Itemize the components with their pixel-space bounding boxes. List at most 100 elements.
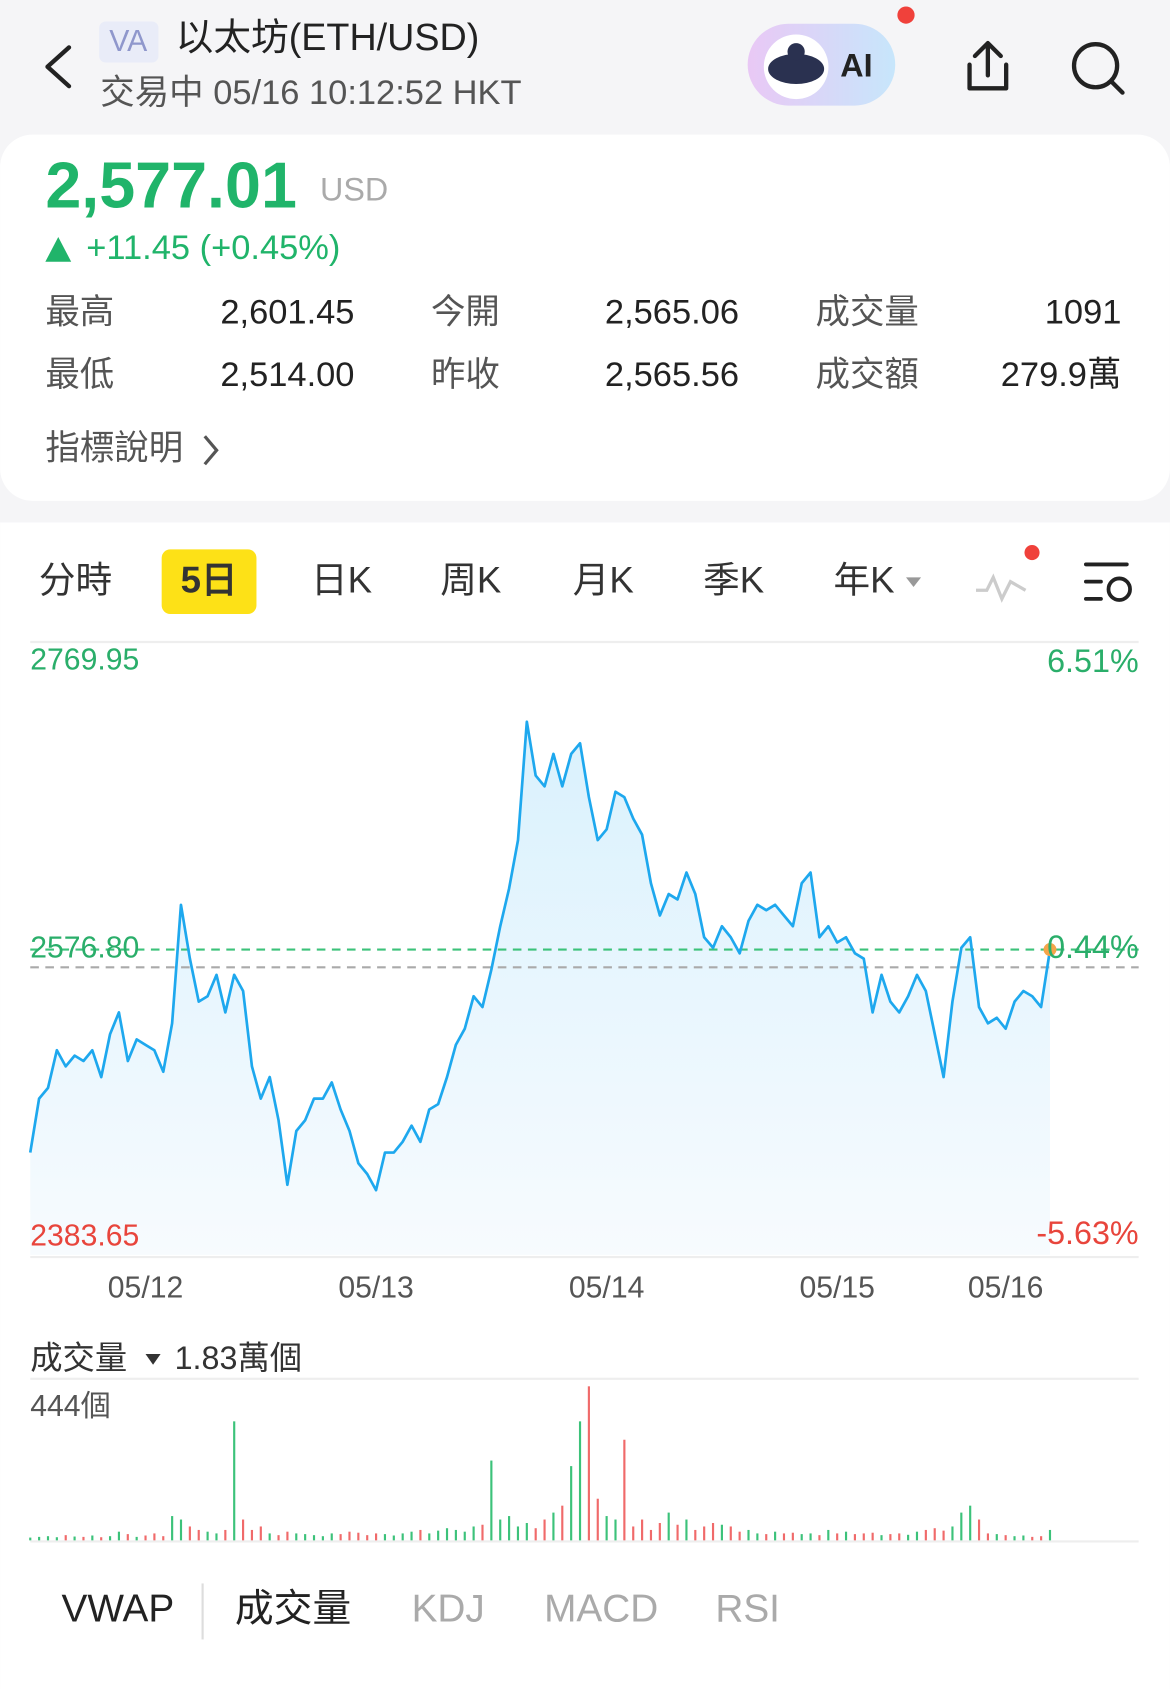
stat-value: 2,514.00 xyxy=(220,356,354,394)
volume-bar xyxy=(250,1529,254,1541)
chart-type-icon[interactable] xyxy=(976,573,1027,603)
indicator-tab[interactable]: RSI xyxy=(715,1588,780,1631)
price: 2,577.01 xyxy=(45,149,297,222)
search-button[interactable] xyxy=(1071,42,1125,95)
volume-bar xyxy=(1013,1536,1016,1541)
indicator-link[interactable]: 指標說明 xyxy=(45,429,219,467)
volume-bar xyxy=(82,1536,85,1541)
last-price-label: 2576.80 xyxy=(30,931,139,964)
settings-lines xyxy=(1083,562,1129,601)
ai-avatar-body xyxy=(768,53,825,85)
badge: VA xyxy=(109,25,148,58)
change: +11.45 (+0.45%) xyxy=(86,229,340,267)
volume-bar xyxy=(357,1532,360,1541)
y2-tick-label: -5.63% xyxy=(1036,1215,1138,1251)
share-button[interactable] xyxy=(967,40,1009,91)
share-arrow xyxy=(972,40,1003,78)
badge-bg xyxy=(99,21,159,63)
price-chart: 2769.95 2383.65 6.51% -5.63% 2576.80 0.44% 05/… xyxy=(28,643,1139,1304)
volume-bar xyxy=(862,1533,865,1541)
volume-bar xyxy=(1004,1535,1007,1541)
stat-value: 2,601.45 xyxy=(220,294,354,332)
volume-bar xyxy=(641,1519,644,1541)
tab[interactable]: 月K xyxy=(573,559,634,600)
status: 交易中 05/16 10:12:52 HKT xyxy=(100,74,521,112)
stat-label: 最低 xyxy=(45,356,114,394)
volume-bar xyxy=(756,1533,759,1541)
volume-dropdown[interactable] xyxy=(145,1354,161,1365)
volume-bar xyxy=(304,1534,307,1541)
volume-bar xyxy=(268,1533,271,1541)
volume-bar xyxy=(561,1505,564,1541)
volume-label: 成交量 xyxy=(30,1340,127,1376)
volume-bar xyxy=(366,1535,369,1541)
volume-bar xyxy=(188,1526,191,1541)
volume-bar xyxy=(348,1531,351,1541)
volume-bar xyxy=(171,1516,174,1541)
notify-dot xyxy=(1024,545,1040,561)
volume-bar xyxy=(162,1536,165,1541)
tab[interactable]: 日K xyxy=(311,559,372,600)
volume-bar xyxy=(55,1537,58,1541)
volume-bar xyxy=(969,1505,972,1541)
indicator-tab[interactable]: VWAP xyxy=(61,1588,174,1631)
volume-max-label: 444個 xyxy=(30,1390,110,1423)
settings-button[interactable] xyxy=(1083,562,1132,602)
tab[interactable]: 季K xyxy=(703,559,764,600)
tab[interactable]: 分時 xyxy=(39,559,112,600)
volume-bar xyxy=(153,1533,156,1541)
stat-label: 成交量 xyxy=(816,294,919,332)
back-button[interactable] xyxy=(45,45,72,89)
y2-tick-label: 6.51% xyxy=(1047,643,1139,679)
indicator-tab[interactable]: MACD xyxy=(544,1588,658,1631)
volume-bar xyxy=(614,1519,617,1541)
x-tick-label: 05/12 xyxy=(108,1271,183,1304)
volume-bar xyxy=(729,1526,732,1541)
volume-bar xyxy=(587,1386,590,1541)
volume-bar xyxy=(330,1533,333,1541)
indicator-tabs: VWAP 成交量 KDJ MACD RSI xyxy=(61,1588,779,1631)
volume-bar xyxy=(383,1534,387,1541)
volume-bar xyxy=(960,1512,963,1541)
volume-bar xyxy=(942,1530,945,1541)
volume-bar xyxy=(410,1531,413,1541)
volume-bar xyxy=(233,1421,236,1541)
volume-bar xyxy=(241,1519,245,1541)
volume-bar xyxy=(800,1534,803,1541)
volume-bar xyxy=(206,1531,209,1541)
volume-bar xyxy=(259,1526,262,1541)
volume-bar xyxy=(277,1535,280,1541)
volume-bar xyxy=(995,1534,998,1541)
volume-bar xyxy=(836,1533,839,1541)
tab[interactable]: 周K xyxy=(440,559,501,600)
volume-bar xyxy=(827,1529,830,1541)
volume-bar xyxy=(871,1532,874,1541)
last-point xyxy=(1043,943,1057,956)
volume-bar xyxy=(570,1466,573,1541)
volume-bar xyxy=(38,1536,41,1541)
x-tick-label: 05/16 xyxy=(968,1271,1043,1304)
tab[interactable]: 5日 xyxy=(181,559,238,600)
indicator-tab[interactable]: 成交量 xyxy=(235,1588,351,1631)
volume-bar xyxy=(64,1535,67,1541)
settings-gear xyxy=(1106,576,1132,602)
currency: USD xyxy=(320,171,388,207)
volume-bar xyxy=(472,1526,475,1541)
volume-bar xyxy=(454,1529,457,1541)
volume-bar xyxy=(224,1529,227,1541)
stat-label: 今開 xyxy=(431,294,500,332)
volume-bar xyxy=(117,1531,121,1541)
indicator-tab[interactable]: KDJ xyxy=(412,1588,485,1631)
volume-bar xyxy=(649,1529,653,1541)
tab[interactable]: 年K xyxy=(833,559,894,600)
volume-bar xyxy=(339,1534,342,1541)
notify-dot xyxy=(897,6,915,24)
volume-bar xyxy=(676,1524,679,1541)
volume-bar xyxy=(747,1529,750,1541)
ai-button[interactable]: AI xyxy=(747,6,915,106)
y-tick-label: 2769.95 xyxy=(30,643,139,676)
volume-bar xyxy=(463,1531,466,1541)
stat-value: 279.9萬 xyxy=(1001,356,1122,394)
volume-bar xyxy=(286,1531,289,1541)
volume-bar xyxy=(880,1535,883,1541)
